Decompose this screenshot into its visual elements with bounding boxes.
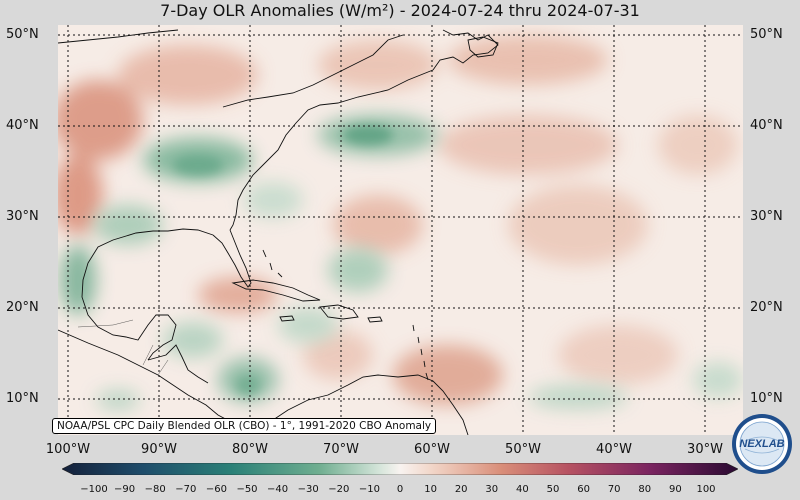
lon-label-90w: 90°W xyxy=(141,442,177,457)
lon-label-100w: 100°W xyxy=(45,442,91,457)
colorbar-tick-label: −90 xyxy=(114,484,136,495)
colorbar-tick-label: 60 xyxy=(577,484,590,495)
lat-label-20n-right: 20°N xyxy=(750,300,783,315)
colorbar-tick-label: −50 xyxy=(236,484,258,495)
colorbar-tick-label: 20 xyxy=(454,484,468,495)
colorbar-tick-label: 0 xyxy=(396,484,404,495)
colorbar-tick-label: 50 xyxy=(546,484,560,495)
colorbar xyxy=(62,463,738,475)
colorbar-tick-label: 90 xyxy=(669,484,682,495)
lat-label-10n-right: 10°N xyxy=(750,391,783,406)
map-title: 7-Day OLR Anomalies (W/m²) - 2024-07-24 … xyxy=(160,1,640,20)
lat-label-30n-right: 30°N xyxy=(750,209,783,224)
colorbar-tick-label: 40 xyxy=(516,484,529,495)
logo-text: NEXLAB xyxy=(739,438,784,450)
lat-label-20n-left: 20°N xyxy=(6,300,39,315)
colorbar-tick-label: −100 xyxy=(80,484,108,495)
colorbar-tick-label: 80 xyxy=(638,484,652,495)
graticule xyxy=(58,25,743,435)
lat-label-50n-right: 50°N xyxy=(750,27,783,42)
map-canvas xyxy=(58,25,743,435)
data-source-credit: NOAA/PSL CPC Daily Blended OLR (CBO) - 1… xyxy=(52,418,437,434)
colorbar-tick-label: −40 xyxy=(267,484,289,495)
olr-anomaly-map xyxy=(58,25,743,435)
colorbar-tick-label: 70 xyxy=(607,484,621,495)
lat-label-50n-left: 50°N xyxy=(6,27,39,42)
colorbar-tick-label: −80 xyxy=(144,484,166,495)
colorbar-tick-label: −20 xyxy=(328,484,350,495)
lon-label-80w: 80°W xyxy=(232,442,268,457)
lat-label-40n-left: 40°N xyxy=(6,118,39,133)
lon-label-40w: 40°W xyxy=(596,442,632,457)
lat-label-40n-right: 40°N xyxy=(750,118,783,133)
lat-label-30n-left: 30°N xyxy=(6,209,39,224)
colorbar-tick-label: 100 xyxy=(696,484,716,495)
colorbar-tick-label: −10 xyxy=(358,484,380,495)
lon-label-30w: 30°W xyxy=(687,442,723,457)
colorbar-tick-label: −60 xyxy=(205,484,227,495)
lon-label-70w: 70°W xyxy=(323,442,359,457)
colorbar-tick-label: −30 xyxy=(297,484,319,495)
nexlab-logo: NEXLAB xyxy=(732,414,792,474)
colorbar-tick-label: 10 xyxy=(424,484,437,495)
lon-label-50w: 50°W xyxy=(505,442,541,457)
lon-label-60w: 60°W xyxy=(414,442,450,457)
lat-label-10n-left: 10°N xyxy=(6,391,39,406)
colorbar-tick-label: 30 xyxy=(485,484,499,495)
colorbar-tick-label: −70 xyxy=(175,484,197,495)
